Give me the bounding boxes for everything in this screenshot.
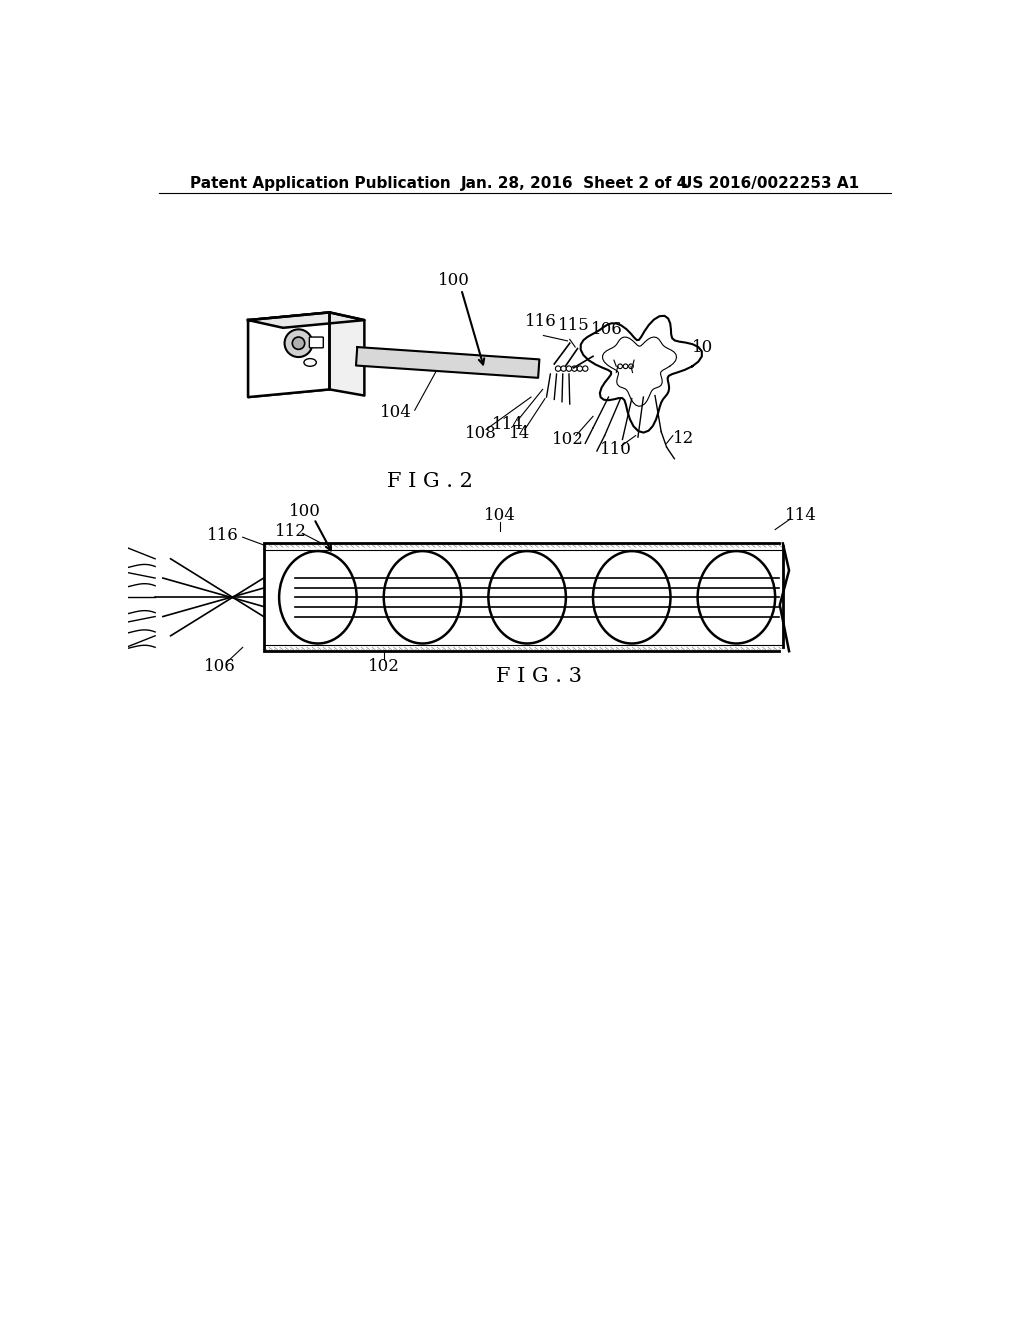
Bar [263,544,783,651]
Circle shape [566,366,571,371]
Text: 100: 100 [289,503,321,520]
Text: 115: 115 [558,317,590,334]
Circle shape [285,330,312,358]
Text: 102: 102 [368,659,399,675]
Ellipse shape [304,359,316,367]
Text: 112: 112 [274,523,306,540]
Polygon shape [581,315,701,433]
Circle shape [555,366,561,371]
Text: 108: 108 [465,425,497,442]
Text: US 2016/0022253 A1: US 2016/0022253 A1 [681,176,859,190]
Text: 106: 106 [591,321,623,338]
Polygon shape [330,313,365,396]
Text: 104: 104 [380,404,412,421]
Text: 12: 12 [673,430,694,447]
Text: 100: 100 [437,272,469,289]
Text: 10: 10 [692,338,714,355]
Text: 116: 116 [525,313,557,330]
Circle shape [571,366,578,371]
Text: 110: 110 [600,441,632,458]
Text: 114: 114 [492,416,523,433]
Text: F I G . 3: F I G . 3 [496,667,582,686]
Text: 102: 102 [552,430,584,447]
Text: 114: 114 [784,507,816,524]
Circle shape [617,364,623,368]
Polygon shape [248,313,365,327]
FancyBboxPatch shape [309,337,324,348]
Text: Jan. 28, 2016  Sheet 2 of 4: Jan. 28, 2016 Sheet 2 of 4 [461,176,688,190]
Text: 106: 106 [204,659,236,675]
Text: Patent Application Publication: Patent Application Publication [190,176,451,190]
Bar [263,544,783,651]
Polygon shape [356,347,540,378]
Text: 14: 14 [509,425,530,442]
Circle shape [629,364,633,368]
Circle shape [578,366,583,371]
Circle shape [624,364,628,368]
Polygon shape [248,313,330,397]
Text: 104: 104 [484,507,516,524]
Circle shape [561,366,566,371]
Circle shape [292,337,305,350]
Text: F I G . 2: F I G . 2 [387,473,473,491]
Text: 116: 116 [207,527,239,544]
Circle shape [583,366,588,371]
